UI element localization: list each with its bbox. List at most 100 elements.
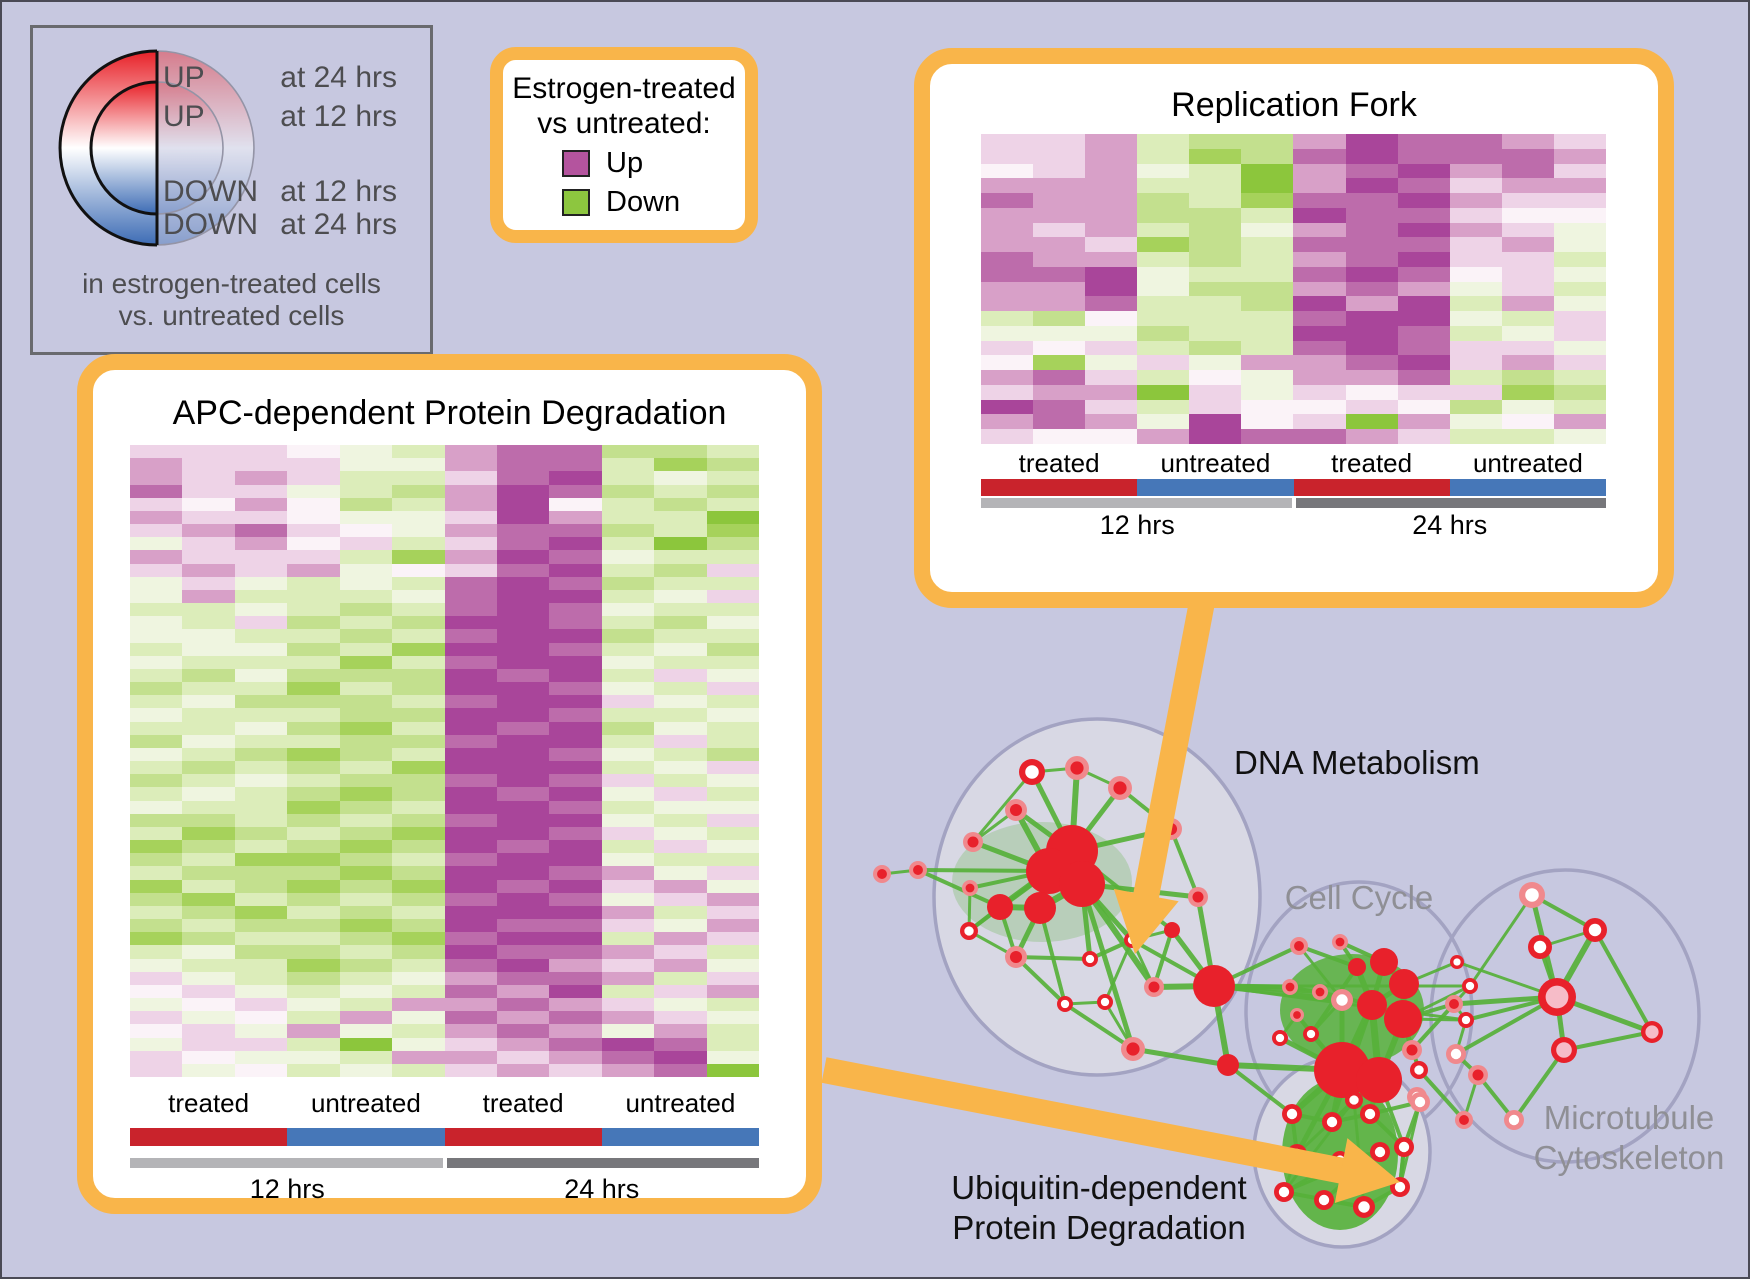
heatmap-cell: [392, 616, 445, 630]
updown-dir-label: UP: [163, 100, 205, 133]
heatmap-cell: [130, 1037, 183, 1051]
heatmap-cell: [1397, 178, 1450, 194]
heatmap-cell: [234, 945, 288, 959]
heatmap-cell: [496, 589, 550, 603]
time-label-24hrs: 24 hrs: [564, 1174, 640, 1204]
heatmap-cell: [287, 1050, 340, 1064]
heatmap-cell: [130, 510, 183, 524]
heatmap-cell: [444, 1050, 497, 1064]
heatmap-cell: [1293, 281, 1346, 297]
heatmap-cell: [130, 616, 183, 630]
heatmap-cell: [444, 629, 497, 643]
heatmap-cell: [654, 655, 707, 669]
heatmap-cell: [1241, 296, 1294, 312]
heatmap-cell: [601, 1050, 655, 1064]
heatmap-cell: [601, 471, 655, 485]
heatmap-cell: [234, 984, 288, 998]
heatmap-cell: [706, 629, 759, 643]
heatmap-cell: [1449, 222, 1502, 238]
heatmap-cell: [654, 945, 707, 959]
heatmap-cell: [234, 747, 288, 761]
time-bar-12hrs: [130, 1158, 443, 1168]
heatmap-cell: [706, 853, 759, 867]
heatmap-cell: [444, 774, 497, 788]
heatmap-cell: [234, 576, 288, 590]
heatmap-cell: [339, 484, 393, 498]
heatmap-cell: [182, 510, 235, 524]
heatmap-cell: [1449, 148, 1502, 164]
heatmap-cell: [1293, 178, 1346, 194]
heatmap-cell: [654, 708, 707, 722]
heatmap-cell: [706, 800, 759, 814]
heatmap-cell: [549, 603, 602, 617]
heatmap-cell: [339, 787, 393, 801]
heatmap-cell: [182, 550, 235, 564]
heatmap-cell: [706, 589, 759, 603]
gene-node-h: [960, 922, 978, 940]
heatmap-cell: [444, 510, 497, 524]
heatmap-cell: [654, 471, 707, 485]
heatmap-cell: [1293, 429, 1346, 444]
heatmap-cell: [1397, 148, 1450, 164]
heatmap-cell: [392, 840, 445, 854]
heatmap-cell: [549, 774, 602, 788]
heatmap-cell: [444, 853, 497, 867]
heatmap-cell: [1085, 266, 1138, 282]
heatmap-cell: [444, 616, 497, 630]
gene-node-f: [962, 880, 978, 896]
heatmap-cell: [1033, 325, 1086, 341]
heatmap-cell: [549, 787, 602, 801]
heatmap-cell: [182, 932, 235, 946]
heatmap-cell: [601, 761, 655, 775]
heatmap-cell: [549, 853, 602, 867]
heatmap-cell: [287, 866, 340, 880]
heatmap-cell: [1085, 252, 1138, 267]
heatmap-cell: [444, 497, 497, 511]
heatmap-cell: [706, 1037, 759, 1051]
heatmap-cell: [130, 853, 183, 867]
heatmap-cell: [1293, 399, 1346, 415]
heatmap-cell: [496, 787, 550, 801]
heatmap-cell: [654, 919, 707, 933]
gene-node-h: [1274, 1182, 1294, 1202]
heatmap-cell: [182, 761, 235, 775]
network-edge: [1468, 894, 1534, 987]
heatmap-cell: [1345, 311, 1398, 326]
estrogen-legend-title: Estrogen-treated vs untreated:: [512, 72, 736, 140]
heatmap-cell: [444, 1011, 497, 1025]
heatmap-cell: [392, 458, 445, 472]
heatmap-cell: [981, 266, 1034, 282]
heatmap-cell: [444, 1024, 497, 1038]
heatmap-cell: [392, 813, 445, 827]
heatmap-cell: [130, 774, 183, 788]
callout-arrow-head-repfork-to-dna: [1113, 888, 1179, 954]
heatmap-cell: [601, 958, 655, 972]
heatmap-cell: [549, 550, 602, 564]
heatmap-cell: [654, 853, 707, 867]
heatmap-cell: [1137, 266, 1190, 282]
heatmap-cell: [1553, 148, 1606, 164]
heatmap-cell: [182, 524, 235, 538]
heatmap-cell: [654, 458, 707, 472]
heatmap-cell: [1085, 148, 1138, 164]
heatmap-cell: [1241, 370, 1294, 385]
heatmap-cell: [444, 563, 497, 577]
heatmap-cell: [549, 840, 602, 854]
heatmap-cell: [392, 826, 445, 840]
heatmap-cell: [1033, 281, 1086, 297]
heatmap-cell: [1241, 252, 1294, 267]
heatmap-cell: [1345, 355, 1398, 371]
heatmap-cell: [654, 866, 707, 880]
heatmap-cell: [1449, 399, 1502, 415]
heatmap-cell: [234, 919, 288, 933]
heatmap-cell: [601, 524, 655, 538]
heatmap-cell: [1189, 384, 1242, 400]
network-edge: [1169, 828, 1200, 898]
heatmap-cell: [182, 971, 235, 985]
heatmap-cell: [130, 892, 183, 906]
heatmap-cell: [339, 589, 393, 603]
heatmap-cell: [234, 787, 288, 801]
network-edge: [1103, 939, 1134, 1003]
heatmap-cell: [549, 1011, 602, 1025]
down-label: Down: [606, 186, 681, 218]
